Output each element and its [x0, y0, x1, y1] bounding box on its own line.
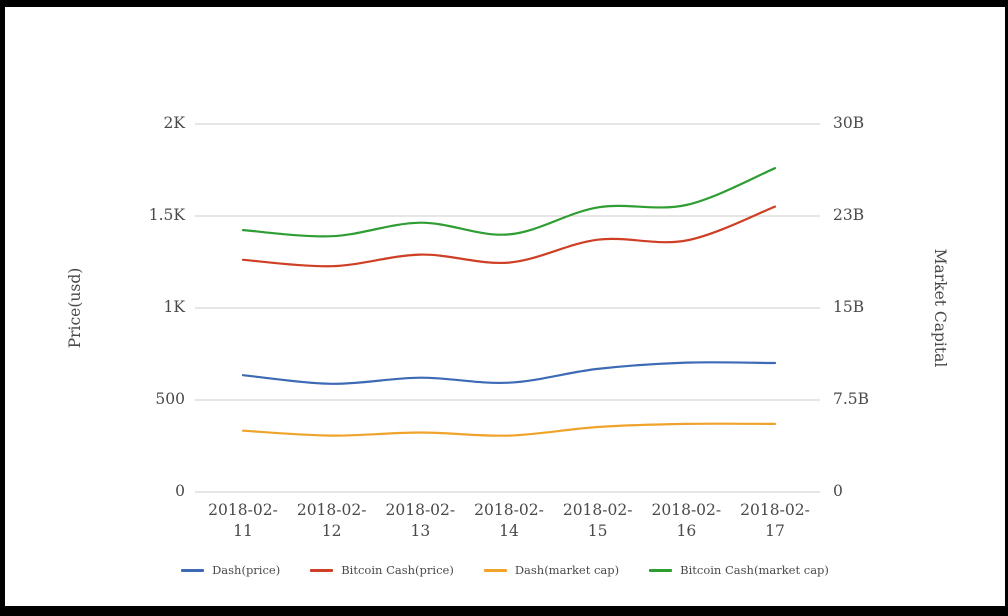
legend-item-dash-price-[interactable]: Dash(price)	[181, 563, 280, 577]
legend-swatch-icon	[649, 568, 673, 572]
y-axis-tick-label-left: 1K	[164, 298, 186, 316]
legend-item-bitcoin-cash-market-cap-[interactable]: Bitcoin Cash(market cap)	[649, 563, 829, 577]
legend-label: Dash(price)	[212, 563, 281, 577]
chart-plot: 0 0 500 7.5B 1K 15B 1.5K 23B 2K 30B 2018-02-11 2018…	[149, 114, 869, 540]
legend-label: Dash(market cap)	[514, 563, 620, 577]
legend-item-bitcoin-cash-price-[interactable]: Bitcoin Cash(price)	[310, 563, 454, 577]
x-axis-tick-label: 2018-02-12	[297, 501, 367, 540]
series-line-dash-price-	[241, 361, 777, 385]
x-axis-tick-label: 2018-02-15	[563, 501, 633, 540]
series-line-bitcoin-cash-market-cap-	[241, 167, 777, 238]
y-axis-tick-label-left: 500	[155, 390, 185, 408]
y-axis-tick-label-right: 30B	[833, 114, 864, 132]
legend-swatch-icon	[483, 568, 507, 572]
series-line-bitcoin-cash-price-	[241, 205, 777, 268]
legend-label: Bitcoin Cash(price)	[341, 563, 454, 577]
legend-item-dash-market-cap-[interactable]: Dash(market cap)	[483, 563, 620, 577]
chart-legend: Dash(price) Bitcoin Cash(price) Dash(marke…	[5, 563, 1005, 577]
y-axis-tick-label-left: 1.5K	[149, 206, 186, 224]
left-axis-title: Price(usd)	[66, 267, 84, 349]
legend-swatch-icon	[310, 568, 334, 572]
y-axis-tick-label-right: 15B	[833, 298, 864, 316]
legend-label: Bitcoin Cash(market cap)	[680, 563, 829, 577]
series-line-dash-market-cap-	[241, 422, 777, 437]
y-axis-tick-label-left: 0	[175, 482, 185, 500]
y-axis-tick-label-right: 0	[833, 482, 843, 500]
x-axis-tick-label: 2018-02-14	[474, 501, 544, 540]
y-axis-tick-label-right: 7.5B	[833, 390, 869, 408]
y-axis-tick-label-right: 23B	[833, 206, 864, 224]
x-axis-tick-label: 2018-02-16	[652, 501, 722, 540]
x-axis-tick-label: 2018-02-17	[740, 501, 810, 540]
right-axis-title: Market Capital	[931, 248, 949, 368]
x-axis-tick-label: 2018-02-11	[208, 501, 278, 540]
y-axis-tick-label-left: 2K	[164, 114, 186, 132]
legend-swatch-icon	[181, 568, 205, 572]
x-axis-tick-label: 2018-02-13	[386, 501, 456, 540]
